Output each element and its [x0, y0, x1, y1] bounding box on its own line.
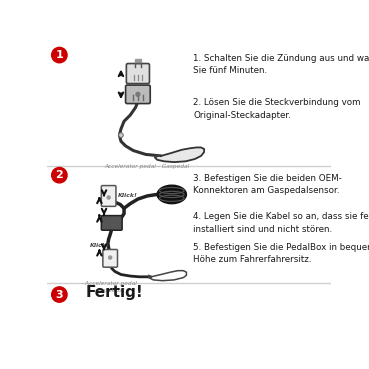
- Text: 1. Schalten Sie die Zündung aus und warten
Sie fünf Minuten.: 1. Schalten Sie die Zündung aus und wart…: [193, 54, 369, 75]
- FancyBboxPatch shape: [125, 85, 150, 104]
- Circle shape: [119, 133, 123, 137]
- FancyBboxPatch shape: [101, 186, 116, 206]
- Ellipse shape: [157, 185, 186, 204]
- Text: 4. Legen Sie die Kabel so an, dass sie fest
installiert sind und nicht stören.: 4. Legen Sie die Kabel so an, dass sie f…: [193, 212, 369, 234]
- Bar: [135, 59, 141, 63]
- Text: 2: 2: [55, 170, 63, 180]
- Text: 1: 1: [55, 50, 63, 60]
- Circle shape: [136, 92, 140, 96]
- Text: - Accelerator pedal
- Gaspedal: - Accelerator pedal - Gaspedal: [81, 282, 137, 293]
- Circle shape: [52, 168, 67, 183]
- Polygon shape: [155, 148, 204, 162]
- Text: Klick!: Klick!: [118, 193, 138, 198]
- Text: Accelerator pedal - Gaspedal: Accelerator pedal - Gaspedal: [104, 163, 190, 169]
- Circle shape: [52, 47, 67, 63]
- Circle shape: [52, 287, 67, 302]
- Text: 5. Befestigen Sie die PedalBox in bequemer
Höhe zum Fahrerfahrersitz.: 5. Befestigen Sie die PedalBox in bequem…: [193, 243, 369, 265]
- Text: Klick!: Klick!: [89, 243, 109, 248]
- Circle shape: [107, 196, 110, 199]
- Text: 2. Lösen Sie die Steckverbindung vom
Original-Steckadapter.: 2. Lösen Sie die Steckverbindung vom Ori…: [193, 98, 361, 120]
- Text: 3. Befestigen Sie die beiden OEM-
Konnektoren am Gaspedalsensor.: 3. Befestigen Sie die beiden OEM- Konnek…: [193, 174, 342, 195]
- Text: 3: 3: [56, 290, 63, 300]
- Text: Fertig!: Fertig!: [86, 285, 143, 300]
- Circle shape: [108, 256, 112, 259]
- FancyBboxPatch shape: [103, 249, 117, 267]
- FancyBboxPatch shape: [101, 215, 122, 230]
- FancyBboxPatch shape: [126, 63, 149, 83]
